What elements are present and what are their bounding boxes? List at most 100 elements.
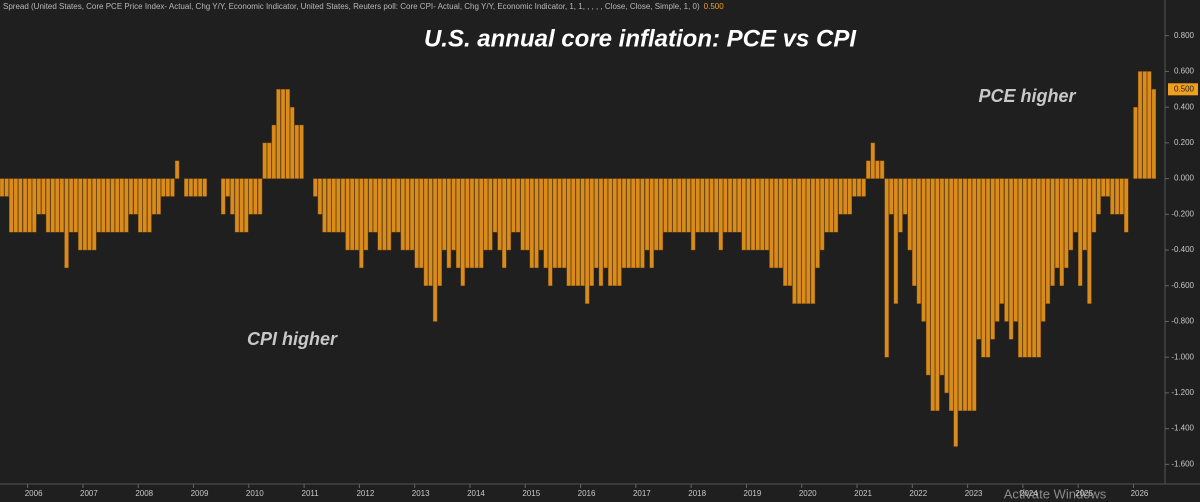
bar [506,178,512,251]
bar [156,178,161,215]
bar [981,178,986,358]
bar [631,178,636,269]
bar [1013,178,1018,322]
x-tick-label: 2023 [965,489,983,498]
bar [884,178,889,358]
bar [612,178,617,286]
x-tick-label: 2018 [688,489,706,498]
bar [0,178,5,197]
y-tick-label: 0.000 [1174,174,1195,183]
bar [783,178,788,286]
bar [1041,178,1046,322]
bar [405,178,410,251]
bar [225,178,230,197]
bar [184,178,189,197]
bar [1101,178,1106,197]
bar [234,178,240,233]
bar [138,178,143,233]
bar [695,178,700,233]
bar [36,178,42,215]
bar [1068,178,1074,251]
x-tick-label: 2010 [246,489,264,498]
bar [64,178,69,269]
bar [773,178,779,269]
bar [290,106,295,179]
y-tick-label: -1.400 [1171,424,1194,433]
bar [543,178,548,269]
bar [133,178,138,215]
bar [73,178,78,233]
bar [119,178,125,233]
y-tick-label: -0.400 [1171,245,1194,254]
bar [515,178,521,233]
bar [363,178,369,251]
x-tick-label: 2022 [909,489,927,498]
bar [276,89,281,179]
bar [681,178,687,233]
x-tick-label: 2013 [412,489,430,498]
bar [819,178,825,251]
bar [151,178,157,215]
bar [18,178,23,233]
bar [313,178,318,197]
bar [128,178,134,215]
bar [1022,178,1028,358]
bar [22,178,28,233]
x-tick-label: 2014 [467,489,485,498]
bar [1008,178,1014,340]
bar [796,178,802,304]
bar [548,178,553,286]
bar [262,142,267,179]
bar [197,178,203,197]
bar [677,178,682,233]
bar [451,178,456,251]
watermark: Activate Windows [1004,486,1107,501]
bar [41,178,46,215]
bar [640,178,645,269]
bar [921,178,926,322]
bar [829,178,834,233]
bar [976,178,982,340]
bar [68,178,74,233]
bar [1119,178,1124,215]
bar [764,178,770,251]
bar [382,178,387,251]
bar [1137,71,1143,179]
bar [870,142,876,179]
bar [349,178,355,251]
bar [760,178,765,251]
bar [552,178,558,269]
y-tick-label: -0.200 [1171,209,1194,218]
y-tick-label: 0.800 [1174,31,1195,40]
bar [1124,178,1129,233]
bar [78,178,83,251]
bar [806,178,811,304]
bar [520,178,525,251]
bar [322,178,327,233]
bar [686,178,691,233]
x-tick-label: 2015 [522,489,540,498]
bar [750,178,756,251]
bar [400,178,406,251]
bar [345,178,350,251]
bar [833,178,839,233]
bar [442,178,447,251]
bar [239,178,244,233]
bar [460,178,465,286]
bar [294,124,300,179]
bar [1087,178,1092,304]
bar [746,178,751,251]
bar [1151,89,1157,179]
bar [792,178,797,304]
bar [114,178,120,233]
bar [110,178,115,233]
bar [838,178,843,215]
bar [32,178,37,233]
bar [916,178,922,304]
bar [96,178,101,233]
bar [1036,178,1041,358]
bar [1045,178,1051,304]
bar [280,89,286,179]
bar [267,142,272,179]
